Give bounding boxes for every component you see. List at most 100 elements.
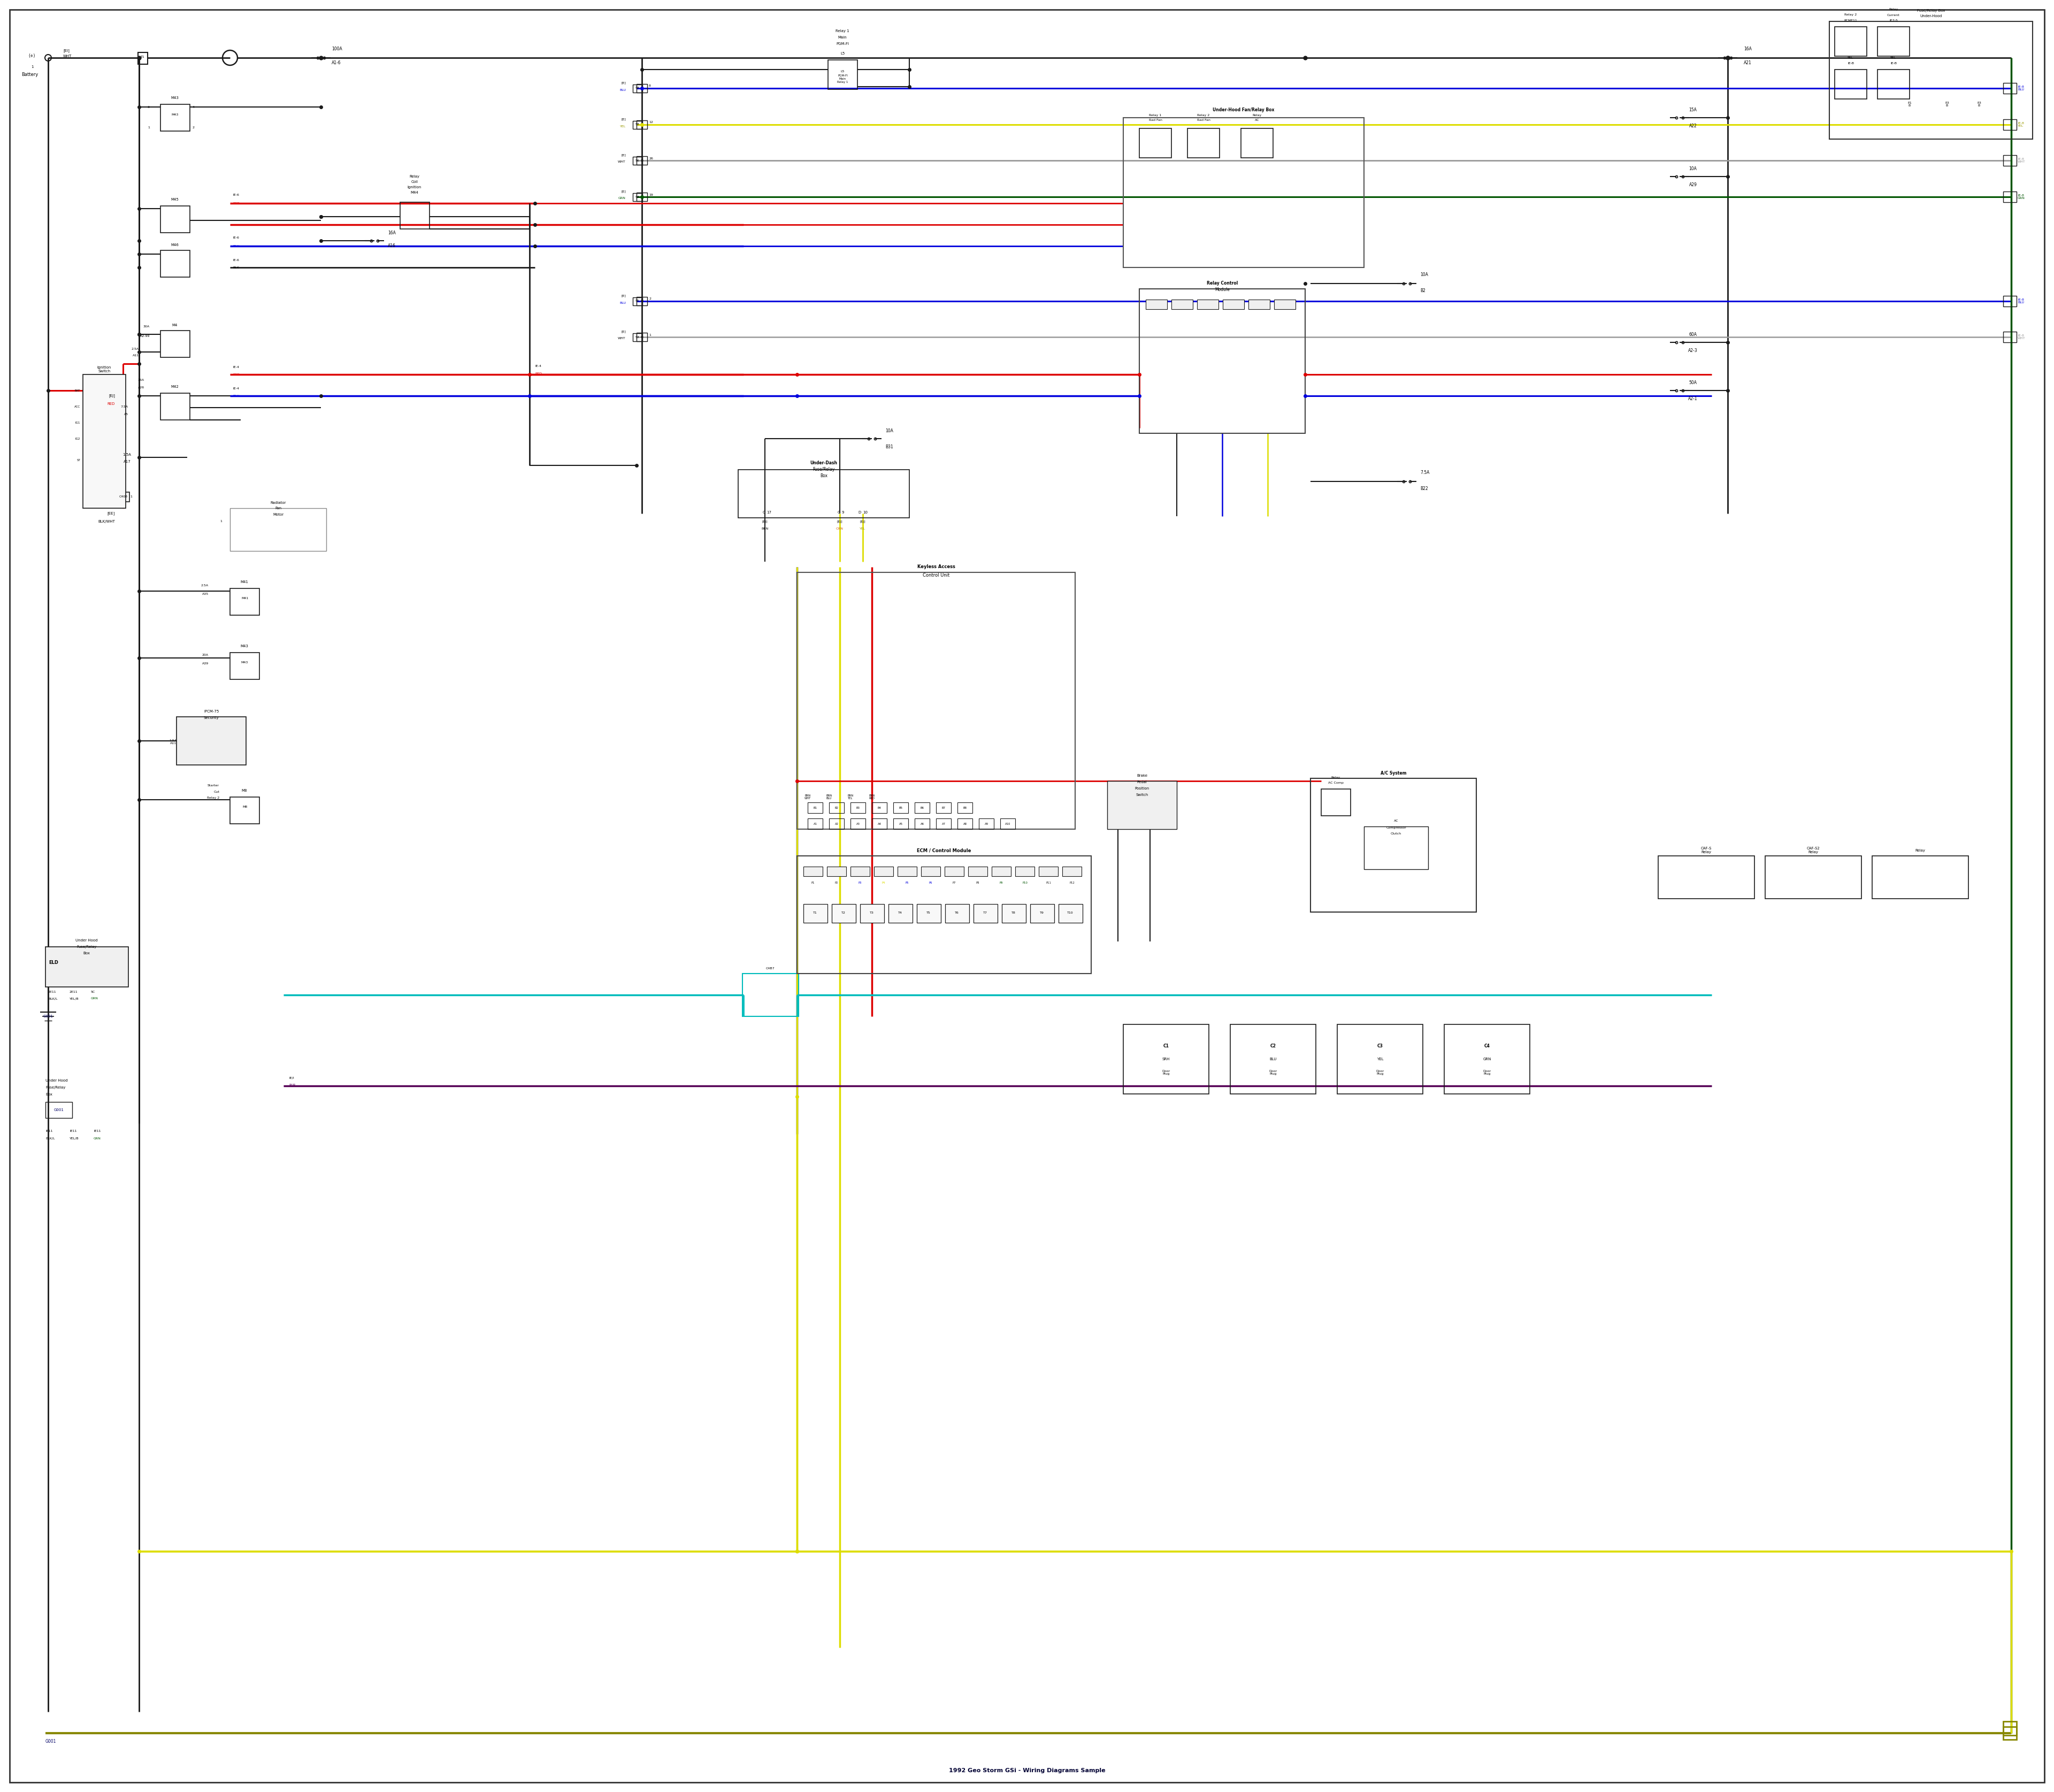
Bar (1107, 781, 1177, 830)
Text: P7: P7 (953, 882, 955, 883)
Text: Cut: Cut (214, 790, 220, 794)
Bar (2003, 192, 2017, 202)
Text: Relay: Relay (1914, 849, 1925, 853)
Bar (861, 903, 883, 923)
Bar (830, 819, 844, 830)
Text: 50A: 50A (1688, 380, 1697, 385)
Text: S8: S8 (635, 88, 639, 90)
Text: Relay: Relay (1890, 9, 1898, 11)
Text: IE11: IE11 (70, 1131, 76, 1133)
Text: T1: T1 (142, 56, 146, 57)
Text: IE-6: IE-6 (232, 194, 238, 197)
Text: D: D (641, 88, 643, 90)
Bar (737, 470, 910, 518)
Text: BLK: BLK (232, 267, 238, 269)
Bar (1015, 867, 1035, 876)
Bar (957, 803, 972, 814)
Text: IE11: IE11 (45, 1131, 53, 1133)
Text: 30A: 30A (144, 324, 150, 328)
Bar (637, 84, 647, 93)
Bar (1062, 867, 1082, 876)
Text: WHT: WHT (618, 161, 626, 163)
Text: YEL: YEL (861, 527, 867, 530)
Bar (832, 903, 857, 923)
Text: M41: M41 (240, 581, 249, 584)
Text: Rad Fan: Rad Fan (1148, 118, 1163, 122)
Text: S6: S6 (635, 159, 639, 161)
Text: A2-1: A2-1 (1688, 396, 1697, 401)
Text: Fuse/Relay: Fuse/Relay (76, 944, 97, 948)
Bar (1337, 1025, 1423, 1093)
Bar (1321, 788, 1352, 815)
Bar (45, 946, 127, 987)
Bar (889, 903, 912, 923)
Text: 10A: 10A (1688, 167, 1697, 170)
Bar (1444, 1025, 1530, 1093)
Text: Box: Box (45, 1093, 51, 1097)
Text: Door
Plug: Door Plug (1163, 1070, 1171, 1075)
Bar (160, 206, 189, 233)
Text: T4: T4 (898, 912, 902, 914)
Text: IE-B: IE-B (1890, 61, 1896, 65)
Text: BLU: BLU (620, 88, 626, 91)
Text: B3: B3 (857, 806, 861, 808)
Bar (875, 867, 893, 876)
Text: P6: P6 (928, 882, 933, 883)
Text: B5: B5 (900, 806, 902, 808)
Text: A17: A17 (123, 461, 131, 464)
Text: RED: RED (232, 373, 240, 376)
Text: Door
Plug: Door Plug (1269, 1070, 1278, 1075)
Text: 20A: 20A (201, 654, 210, 656)
Text: 1: 1 (31, 65, 33, 68)
Bar (1124, 118, 1364, 267)
Text: Relay: Relay (1253, 113, 1261, 116)
Text: BLU: BLU (232, 246, 238, 247)
Text: IE-6: IE-6 (232, 237, 238, 240)
Bar (1249, 299, 1269, 310)
Text: WHT: WHT (618, 337, 626, 340)
Text: PCMF11: PCMF11 (1844, 20, 1857, 22)
Text: 2.5A: 2.5A (131, 348, 140, 349)
Text: Fan: Fan (275, 507, 281, 509)
Text: T9: T9 (1039, 912, 1043, 914)
Bar (850, 803, 865, 814)
Bar (1764, 857, 1861, 898)
Text: 3: 3 (148, 106, 150, 108)
Text: M8: M8 (242, 788, 246, 792)
Text: IPCM-75: IPCM-75 (203, 710, 220, 713)
Text: RED: RED (534, 373, 542, 375)
Bar (230, 652, 259, 679)
Text: 12: 12 (649, 122, 653, 124)
Text: T8: T8 (1011, 912, 1015, 914)
Bar (2003, 1727, 2017, 1740)
Text: GRN: GRN (618, 197, 626, 199)
Text: IE-B: IE-B (1847, 61, 1855, 65)
Bar (1834, 70, 1867, 99)
Text: 7.5A: 7.5A (121, 405, 127, 409)
Text: Switch: Switch (1136, 794, 1148, 796)
Text: 100A: 100A (331, 47, 343, 52)
Text: Box: Box (820, 473, 828, 478)
Text: A26: A26 (138, 387, 144, 389)
Bar (893, 803, 908, 814)
Text: B1: B1 (813, 806, 817, 808)
Text: T6: T6 (955, 912, 959, 914)
Text: PGM-FI: PGM-FI (836, 43, 848, 45)
Bar (633, 297, 643, 305)
Text: BRN
TEL: BRN TEL (848, 794, 854, 799)
Bar (945, 867, 963, 876)
Text: C: C (762, 511, 764, 514)
Text: BLU: BLU (620, 301, 626, 305)
Text: M43: M43 (173, 113, 179, 116)
Text: PGM-FI
Main
Relay 1: PGM-FI Main Relay 1 (838, 75, 848, 84)
Text: C408: C408 (119, 496, 127, 498)
Text: [EI]: [EI] (64, 48, 70, 52)
Bar (1000, 819, 1015, 830)
Text: G001: G001 (45, 1738, 55, 1744)
Text: D: D (859, 511, 861, 514)
Text: AC: AC (1395, 819, 1399, 823)
Text: YEL: YEL (620, 125, 626, 127)
Text: T5: T5 (926, 912, 930, 914)
Text: IG1: IG1 (76, 421, 80, 425)
Bar (2003, 332, 2017, 342)
